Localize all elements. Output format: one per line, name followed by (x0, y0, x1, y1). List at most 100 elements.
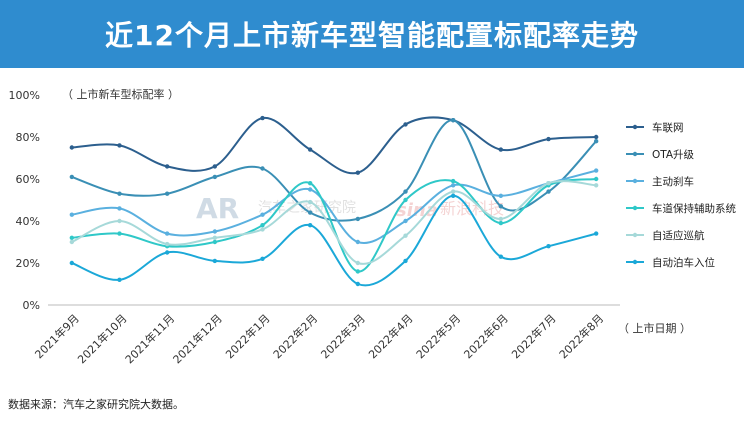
legend-label: OTA升级 (652, 149, 695, 161)
data-point (355, 170, 361, 175)
data-point (69, 174, 75, 180)
data-point (117, 191, 122, 196)
y-tick-label: 100% (9, 89, 40, 102)
x-tick-label: 2022年2月 (270, 311, 320, 361)
data-point (355, 216, 361, 222)
data-point (307, 181, 313, 186)
data-point (355, 239, 361, 245)
data-point (164, 241, 170, 247)
data-point (546, 181, 551, 186)
watermark-logo-right: sina (396, 200, 438, 221)
x-tick-label: 2022年5月 (413, 311, 463, 361)
data-point (69, 212, 75, 217)
x-tick-label: 2022年7月 (508, 311, 558, 361)
y-tick-label: 0% (23, 299, 40, 312)
data-point (212, 229, 218, 234)
data-point (498, 220, 504, 226)
data-point (164, 164, 170, 169)
data-point (498, 204, 504, 209)
data-point (593, 231, 599, 236)
line-chart: AR 汽车之家研究院 sina 新浪科技 （ 上市新车型标配率 ） （ 上市日期… (9, 87, 737, 366)
data-point (164, 250, 170, 255)
data-point (117, 143, 122, 148)
data-point (260, 115, 265, 121)
series-6 (69, 193, 599, 287)
legend-marker (632, 151, 638, 157)
data-point (450, 178, 456, 184)
y-tick-label: 20% (16, 257, 40, 270)
data-point (117, 218, 122, 224)
data-point (212, 164, 218, 169)
x-tick-label: 2021年10月 (74, 311, 129, 366)
data-point (498, 254, 504, 259)
data-point (307, 187, 313, 192)
y-axis-label: （ 上市新车型标配率 ） (62, 87, 179, 101)
y-tick-label: 40% (16, 215, 40, 228)
data-point (260, 227, 265, 232)
legend-marker (632, 259, 638, 265)
data-point (593, 168, 599, 173)
x-tick-label: 2022年8月 (556, 311, 606, 361)
series-line (71, 169, 597, 244)
data-point (69, 260, 75, 266)
x-tick-label: 2022年3月 (318, 311, 368, 361)
data-point (403, 233, 408, 238)
data-point (355, 269, 361, 274)
data-point (498, 147, 504, 152)
legend-marker (632, 205, 638, 211)
legend-label: 车道保持辅助系统 (652, 202, 736, 215)
data-point (69, 235, 75, 240)
data-point (546, 244, 551, 249)
x-axis-label: （ 上市日期 ） (618, 321, 691, 335)
legend-marker (632, 232, 638, 238)
data-point (593, 183, 599, 188)
data-point (212, 258, 218, 264)
data-point (403, 258, 408, 264)
plot-area: 0% 20% 40% 60% 80% 100% 2021年9月2021年10月2021年11… (9, 89, 620, 366)
data-point (117, 206, 122, 211)
data-point (117, 231, 122, 236)
page-title: 近12个月上市新车型智能配置标配率走势 (105, 19, 639, 52)
data-point (260, 166, 265, 171)
data-point (355, 281, 361, 287)
data-point (212, 174, 218, 180)
data-point (307, 210, 313, 215)
data-point (450, 118, 456, 123)
x-tick-label: 2022年1月 (222, 311, 272, 361)
y-tick-label: 60% (16, 173, 40, 186)
data-point (212, 235, 218, 240)
data-point (498, 216, 504, 222)
watermark-logo-left: AR (196, 192, 239, 225)
data-point (403, 189, 408, 194)
data-point (593, 134, 599, 140)
series-1 (69, 115, 599, 175)
legend-marker (632, 178, 638, 184)
series-2 (69, 118, 599, 222)
x-tick-label: 2021年12月 (170, 311, 225, 366)
data-point (450, 183, 456, 188)
x-tick-label: 2021年11月 (122, 311, 177, 366)
x-tick-label: 2021年9月 (32, 311, 82, 361)
data-point (69, 145, 75, 150)
data-point (450, 189, 456, 194)
data-point (260, 212, 265, 217)
source-note: 数据来源：汽车之家研究院大数据。 (8, 398, 184, 411)
series-5 (69, 180, 599, 266)
legend-label: 自适应巡航 (652, 229, 705, 242)
x-tick-label: 2022年4月 (365, 311, 415, 361)
data-point (212, 239, 218, 245)
legend-marker (632, 124, 638, 130)
title-banner: 近12个月上市新车型智能配置标配率走势 (0, 0, 744, 68)
data-point (546, 189, 551, 194)
series-line (71, 116, 597, 175)
data-point (307, 199, 313, 205)
legend-label: 车联网 (652, 121, 684, 134)
data-point (260, 223, 265, 228)
data-point (403, 197, 408, 203)
data-point (307, 223, 313, 228)
data-point (164, 191, 170, 196)
data-point (450, 193, 456, 198)
data-point (355, 260, 361, 266)
